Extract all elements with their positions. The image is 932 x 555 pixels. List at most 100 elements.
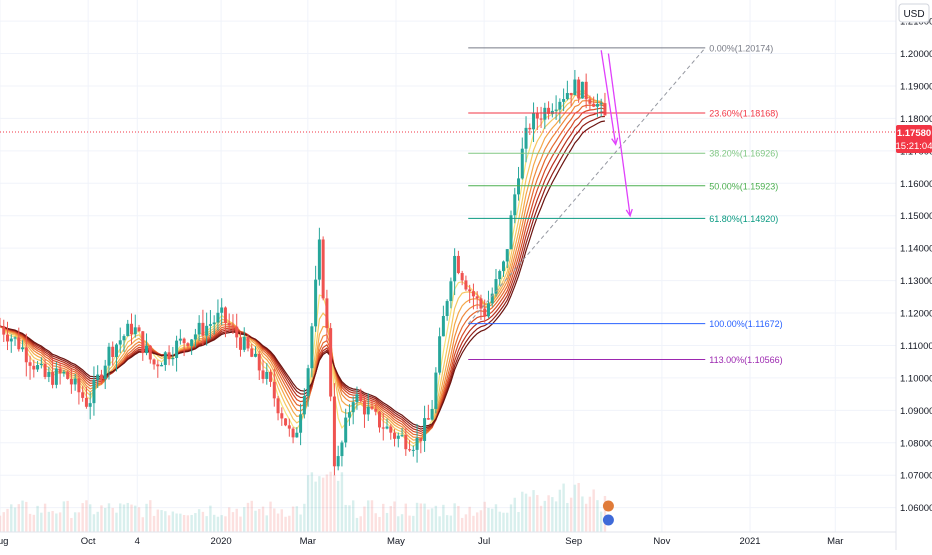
volume-bar	[532, 490, 535, 532]
projection-arrow-shaft[interactable]	[607, 53, 631, 216]
candle-body	[543, 107, 547, 120]
currency-button[interactable]: USD	[898, 3, 930, 23]
volume-bar	[321, 477, 325, 532]
projection-arrow-head[interactable]	[625, 208, 633, 218]
volume-bar	[212, 514, 216, 532]
volume-bar	[299, 514, 302, 532]
candle-body	[494, 279, 498, 294]
candle-body	[588, 99, 592, 104]
volume-bar	[66, 500, 69, 532]
candle-body	[434, 372, 438, 409]
volume-bar	[288, 515, 291, 532]
volume-bar	[479, 510, 483, 532]
volume-bar	[190, 514, 193, 532]
candle-body	[374, 408, 378, 412]
price-tick-label: 1.16000	[900, 179, 932, 190]
volume-bar	[599, 511, 603, 532]
volume-bar	[551, 497, 554, 532]
fib-level-label: 61.80%(1.14920)	[709, 214, 778, 224]
candle-body	[167, 352, 171, 360]
time-tick-label: Jul	[478, 536, 490, 547]
candle-body	[404, 435, 408, 450]
volume-bar	[344, 504, 347, 532]
volume-bar	[397, 516, 400, 532]
candle-body	[400, 435, 404, 437]
volume-bar	[149, 500, 152, 532]
candle-body	[438, 336, 442, 373]
candle-body	[99, 374, 103, 380]
candle-body	[118, 340, 122, 345]
volume-bar	[51, 511, 54, 532]
projection-arrow-shaft[interactable]	[600, 50, 617, 145]
candle-body	[415, 437, 419, 450]
candle-body	[336, 456, 340, 467]
candle-body	[329, 328, 333, 397]
fibonacci-retracement[interactable]: 0.00%(1.20174) 23.60%(1.18168) 38.20%(1.16…	[467, 43, 783, 365]
volume-bar	[382, 503, 385, 532]
volume-bar	[115, 512, 118, 532]
time-tick-label: Aug	[0, 536, 8, 547]
volume-bar	[224, 516, 227, 532]
fib-trend-line[interactable]	[467, 47, 706, 325]
candle-body	[370, 406, 374, 409]
time-axis[interactable]: Aug Oct 4 2020 Mar May Jul Sep Nov 2021 Mar	[0, 531, 896, 547]
volume-bar	[246, 502, 250, 532]
bar-countdown: 15:21:04	[896, 141, 932, 152]
volume-bar	[104, 507, 107, 532]
volume-bar	[449, 515, 453, 532]
candle-body	[133, 327, 137, 335]
candle-body	[69, 378, 73, 385]
volume-bar	[378, 516, 381, 532]
volume-bar	[273, 508, 276, 532]
candle-body	[362, 401, 366, 415]
candle-body	[603, 103, 607, 116]
volume-bar	[141, 517, 144, 532]
candle-body	[483, 308, 487, 317]
volume-bar	[62, 501, 66, 532]
candle-body	[532, 112, 536, 130]
candle-body	[137, 327, 141, 332]
last-price-label: 1.17580 15:21:04	[896, 125, 932, 153]
volume-bar	[494, 504, 498, 532]
volume-bar	[126, 502, 129, 532]
volume-bar	[400, 514, 404, 532]
candle-body	[186, 343, 190, 347]
volume-bar	[250, 500, 253, 532]
time-tick-label: May	[387, 536, 405, 547]
candle-body	[366, 406, 370, 415]
volume-bar	[596, 500, 599, 532]
volume-bar	[506, 512, 509, 532]
projection-arrow-head[interactable]	[611, 137, 619, 146]
event-marker-icon[interactable]	[602, 514, 614, 526]
event-markers[interactable]	[602, 500, 614, 526]
volume-bar	[81, 503, 84, 532]
candle-body	[32, 365, 36, 370]
candle-body	[396, 435, 400, 439]
volume-bar	[554, 501, 558, 532]
event-marker-icon[interactable]	[602, 500, 614, 512]
volume-bar	[408, 515, 411, 532]
candle-body	[77, 378, 81, 393]
candle-body	[445, 301, 449, 316]
candle-body	[325, 298, 329, 329]
volume-bar	[295, 506, 299, 532]
candle-body	[54, 368, 58, 385]
candle-body	[355, 394, 359, 403]
candle-body	[453, 255, 457, 282]
projection-arrows[interactable]	[600, 50, 633, 218]
price-tick-label: 1.15000	[900, 211, 932, 222]
candle-body	[381, 427, 385, 429]
candle-body	[43, 363, 47, 377]
candle-body	[171, 357, 175, 360]
candle-body	[517, 178, 521, 195]
candle-body	[486, 303, 490, 317]
volume-bar	[491, 508, 494, 532]
candle-body	[73, 378, 77, 385]
candle-body	[584, 81, 588, 100]
candle-body	[340, 442, 344, 457]
volume-bar	[393, 501, 396, 532]
volume-bar	[543, 500, 547, 532]
